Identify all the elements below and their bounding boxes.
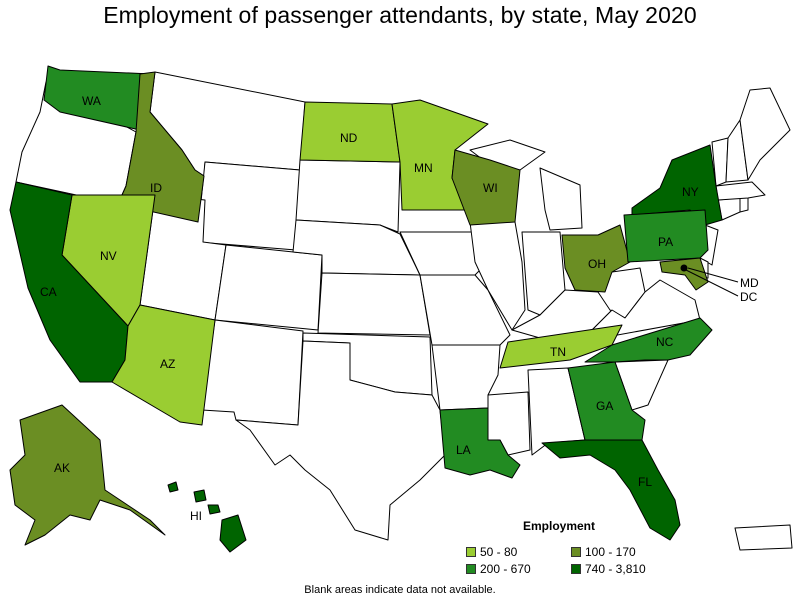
state-KS[interactable] bbox=[317, 272, 431, 336]
label-NY: NY bbox=[682, 185, 699, 199]
label-WI: WI bbox=[483, 181, 498, 195]
label-CA: CA bbox=[40, 285, 57, 299]
state-AZ[interactable] bbox=[111, 304, 216, 426]
state-MA[interactable] bbox=[715, 181, 766, 201]
legend-swatch-4 bbox=[571, 564, 581, 574]
label-NV: NV bbox=[100, 249, 117, 263]
legend: Employment 50 - 80 100 - 170 200 - 670 7… bbox=[466, 519, 666, 576]
dc-marker bbox=[680, 264, 739, 297]
label-AK: AK bbox=[54, 461, 70, 475]
legend-swatch-1 bbox=[466, 547, 476, 557]
footnote: Blank areas indicate data not available. bbox=[304, 584, 496, 596]
state-FL[interactable] bbox=[541, 439, 681, 541]
label-MN: MN bbox=[414, 161, 433, 175]
legend-items: 50 - 80 100 - 170 200 - 670 740 - 3,810 bbox=[466, 545, 666, 576]
state-PA[interactable] bbox=[623, 209, 709, 263]
legend-item-3: 200 - 670 bbox=[466, 562, 571, 576]
legend-item-1: 50 - 80 bbox=[466, 545, 571, 559]
label-ID: ID bbox=[150, 181, 162, 195]
label-NC: NC bbox=[656, 335, 674, 349]
label-WA: WA bbox=[82, 94, 101, 108]
legend-label-4: 740 - 3,810 bbox=[585, 562, 646, 576]
label-HI: HI bbox=[190, 509, 202, 523]
state-AK[interactable] bbox=[9, 404, 166, 546]
state-MD[interactable] bbox=[659, 257, 709, 291]
label-MD: MD bbox=[740, 276, 759, 290]
state-TN[interactable] bbox=[499, 324, 623, 369]
state-IL[interactable] bbox=[469, 221, 526, 331]
label-DC: DC bbox=[740, 290, 758, 304]
state-CO[interactable] bbox=[214, 244, 323, 331]
state-WI[interactable] bbox=[451, 149, 521, 226]
state-TX[interactable] bbox=[235, 340, 446, 541]
legend-item-4: 740 - 3,810 bbox=[571, 562, 671, 576]
state-WY[interactable] bbox=[196, 161, 301, 251]
legend-swatch-3 bbox=[466, 564, 476, 574]
state-RI[interactable] bbox=[739, 197, 749, 213]
hawaii-big-island bbox=[219, 514, 247, 553]
state-HI[interactable] bbox=[167, 481, 247, 553]
state-LA[interactable] bbox=[439, 407, 521, 479]
label-AZ: AZ bbox=[160, 357, 175, 371]
label-FL: FL bbox=[638, 475, 652, 489]
state-OH[interactable] bbox=[561, 224, 631, 293]
legend-swatch-2 bbox=[571, 547, 581, 557]
territory-PR[interactable] bbox=[734, 524, 793, 551]
label-PA: PA bbox=[658, 235, 673, 249]
label-ND: ND bbox=[340, 131, 358, 145]
state-ID[interactable] bbox=[117, 71, 205, 223]
legend-title: Employment bbox=[523, 519, 596, 533]
legend-label-3: 200 - 670 bbox=[480, 562, 531, 576]
label-LA: LA bbox=[456, 443, 471, 457]
label-OH: OH bbox=[588, 257, 606, 271]
data-states bbox=[9, 65, 723, 553]
legend-label-1: 50 - 80 bbox=[480, 545, 518, 559]
state-ME[interactable] bbox=[739, 87, 791, 181]
map-title: Employment of passenger attendants, by s… bbox=[103, 2, 697, 28]
legend-item-2: 100 - 170 bbox=[571, 545, 671, 559]
state-NC[interactable] bbox=[584, 317, 713, 363]
label-TN: TN bbox=[550, 345, 566, 359]
state-NM[interactable] bbox=[201, 319, 304, 426]
state-VA[interactable] bbox=[589, 279, 701, 341]
state-labels: WA ID NV CA AZ ND MN WI OH NY PA MD DC T… bbox=[40, 94, 759, 523]
blank-states bbox=[15, 71, 793, 551]
legend-label-2: 100 - 170 bbox=[585, 545, 636, 559]
label-GA: GA bbox=[596, 399, 613, 413]
